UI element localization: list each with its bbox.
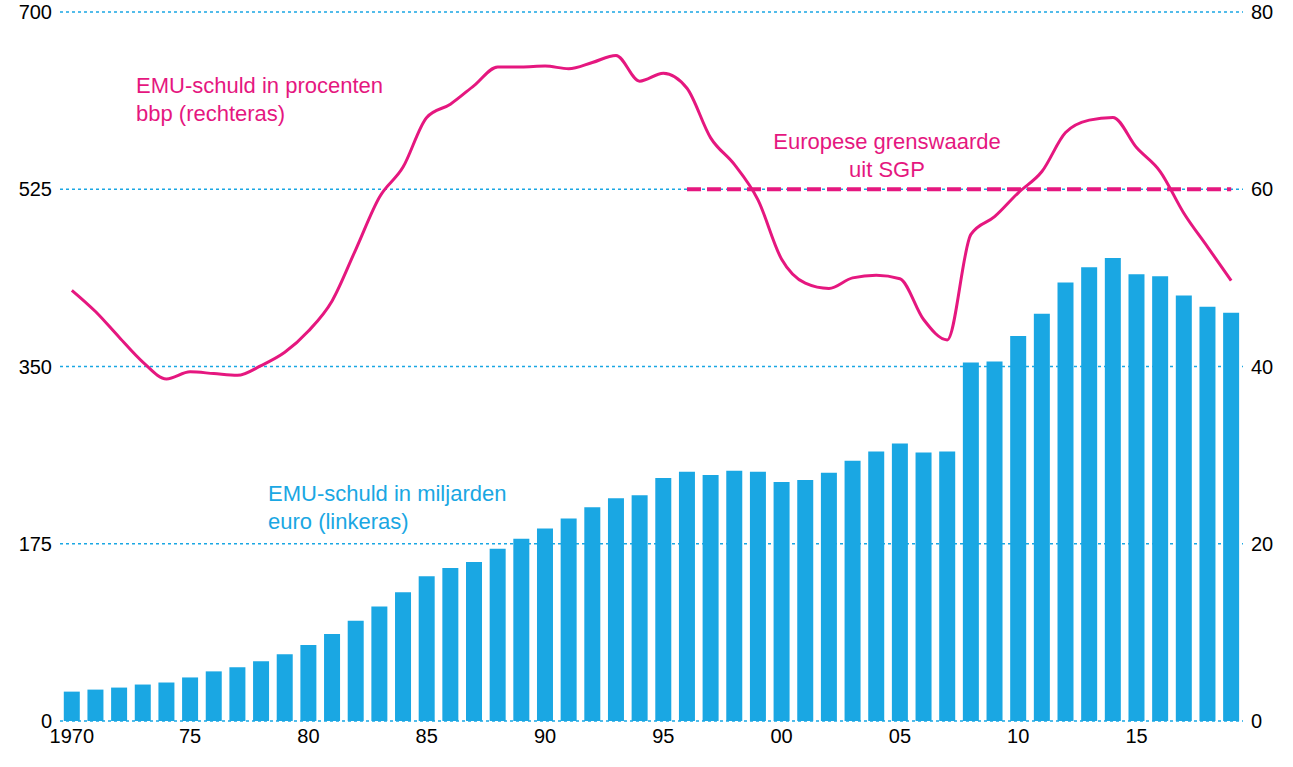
svg-text:0: 0 (41, 710, 52, 732)
svg-text:525: 525 (19, 178, 52, 200)
svg-text:0: 0 (1251, 710, 1262, 732)
svg-text:20: 20 (1251, 533, 1273, 555)
html-text:EMU-schuld in procenten bbp (r: EMU-schuld in procenten bbp (rechteras) (136, 73, 383, 126)
svg-text:60: 60 (1251, 178, 1273, 200)
svg-text:40: 40 (1251, 356, 1273, 378)
svg-text:1970: 1970 (50, 725, 95, 747)
svg-text:95: 95 (652, 725, 674, 747)
html-text:EMU-schuld in miljarden euro (: EMU-schuld in miljarden euro (linkeras) (268, 481, 507, 534)
html-text:Europese grenswaarde uit SGP: Europese grenswaarde uit SGP (773, 129, 1001, 182)
svg-text:05: 05 (889, 725, 911, 747)
svg-text:175: 175 (19, 533, 52, 555)
svg-text:10: 10 (1007, 725, 1029, 747)
svg-text:75: 75 (179, 725, 201, 747)
svg-text:90: 90 (534, 725, 556, 747)
svg-text:350: 350 (19, 356, 52, 378)
svg-text:00: 00 (771, 725, 793, 747)
svg-text:80: 80 (1251, 1, 1273, 23)
svg-text:700: 700 (19, 1, 52, 23)
svg-text:85: 85 (416, 725, 438, 747)
svg-text:80: 80 (297, 725, 319, 747)
svg-text:15: 15 (1125, 725, 1147, 747)
